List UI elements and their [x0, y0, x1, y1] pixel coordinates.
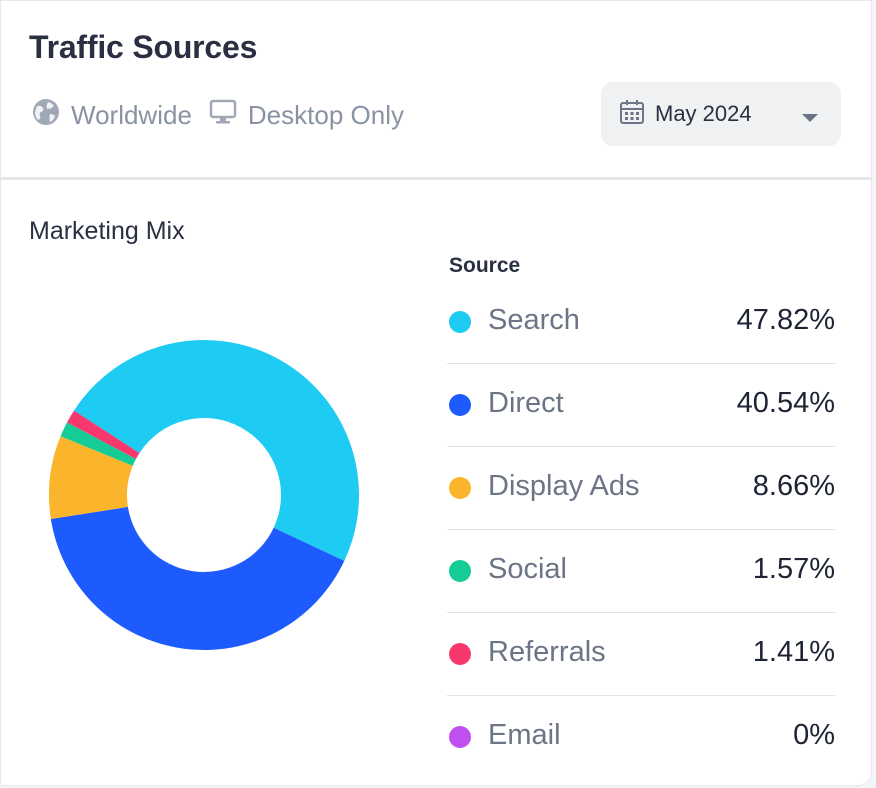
- card-title: Traffic Sources: [29, 29, 258, 65]
- source-value: 47.82%: [736, 304, 835, 336]
- legend-dot: [449, 560, 471, 582]
- calendar-icon: [619, 98, 645, 131]
- donut-slice-direct: [50, 506, 345, 650]
- source-label: Social: [488, 553, 567, 585]
- source-value: 40.54%: [736, 387, 835, 419]
- source-value: 1.57%: [752, 553, 835, 585]
- source-label: Email: [488, 719, 561, 751]
- source-row-direct: Direct 40.54%: [447, 364, 835, 447]
- filters-meta: Worldwide Desktop Only: [31, 97, 420, 134]
- legend-dot: [449, 726, 471, 748]
- source-row-search: Search 47.82%: [447, 281, 835, 364]
- source-label: Search: [488, 304, 580, 336]
- donut-slice-display-ads: [49, 436, 133, 519]
- donut-chart: [49, 340, 359, 650]
- source-row-referrals: Referrals 1.41%: [447, 613, 835, 696]
- header-divider: [1, 177, 871, 180]
- chevron-down-icon: [801, 110, 819, 128]
- source-label: Display Ads: [488, 470, 640, 502]
- legend-dot: [449, 311, 471, 333]
- legend-dot: [449, 643, 471, 665]
- legend-dot: [449, 394, 471, 416]
- region-label: Worldwide: [71, 100, 192, 130]
- source-value: 8.66%: [752, 470, 835, 502]
- donut-slice-social: [60, 422, 136, 466]
- donut-slice-referrals: [67, 410, 140, 459]
- source-label: Direct: [488, 387, 564, 419]
- source-row-display-ads: Display Ads 8.66%: [447, 447, 835, 530]
- source-row-social: Social 1.57%: [447, 530, 835, 613]
- source-value: 0%: [793, 719, 835, 751]
- device-filter: Desktop Only: [208, 97, 404, 134]
- card-header: Traffic Sources Worldwide: [1, 1, 871, 179]
- source-value: 1.41%: [752, 636, 835, 668]
- source-legend: Search 47.82% Direct 40.54% Display Ads 8.66%…: [447, 281, 835, 778]
- date-picker-button[interactable]: May 2024: [601, 82, 841, 146]
- donut-slice-search: [74, 340, 359, 561]
- device-label: Desktop Only: [247, 100, 404, 130]
- source-label: Referrals: [488, 636, 606, 668]
- legend-dot: [449, 477, 471, 499]
- legend-header: Source: [449, 254, 521, 277]
- section-title: Marketing Mix: [29, 217, 185, 245]
- globe-icon: [31, 97, 71, 134]
- desktop-icon: [208, 97, 248, 134]
- region-filter: Worldwide: [31, 97, 192, 134]
- date-label: May 2024: [655, 101, 752, 126]
- source-row-email: Email 0%: [447, 696, 835, 778]
